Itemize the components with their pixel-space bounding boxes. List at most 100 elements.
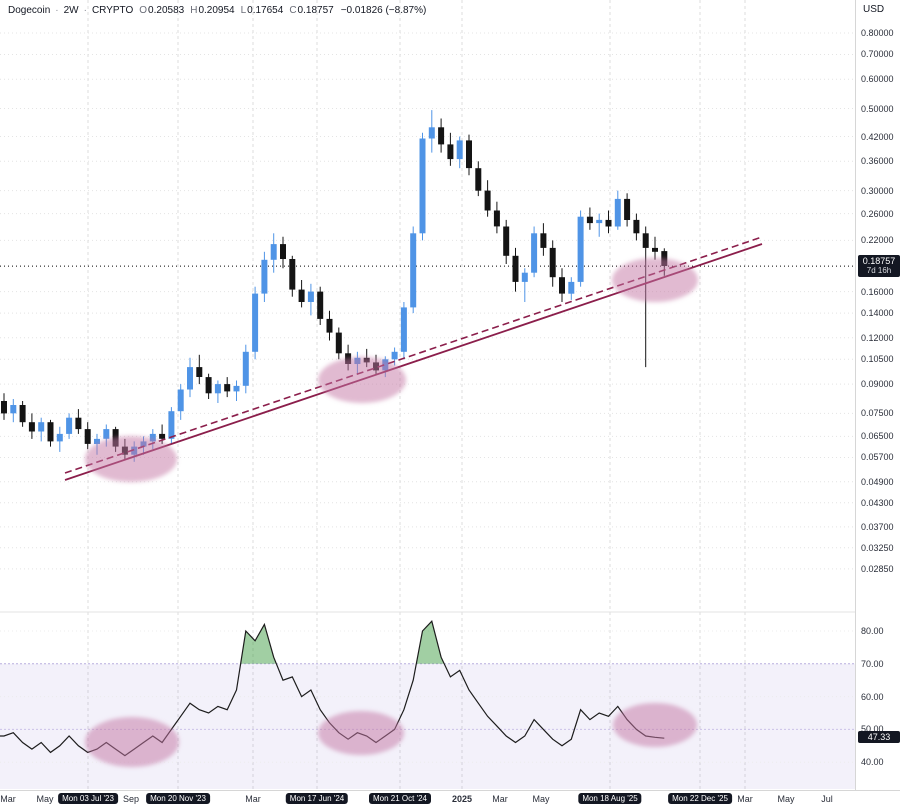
candle-down: [84, 429, 91, 444]
time-axis-label: Mar: [492, 794, 508, 804]
price-axis-label: 0.06500: [861, 431, 894, 442]
candle-down: [559, 277, 565, 294]
highlight-ellipse[interactable]: [613, 703, 697, 747]
candle-down: [512, 255, 519, 282]
candle-up: [577, 216, 584, 282]
candle-down: [280, 244, 286, 259]
time-axis-label: May: [777, 794, 795, 804]
rsi-axis-label: 70.00: [861, 658, 884, 669]
price-axis-label: 0.04900: [861, 476, 894, 487]
candle-down: [75, 417, 82, 430]
candle-up: [307, 291, 314, 302]
candle-up: [66, 417, 73, 434]
time-axis-label: Sep: [122, 794, 140, 804]
candle-down: [28, 422, 35, 432]
candle-down: [438, 127, 445, 145]
candle-up: [568, 281, 575, 294]
candle-up: [428, 127, 435, 139]
time-axis-label: 2025: [451, 794, 473, 804]
symbol-name[interactable]: Dogecoin: [8, 5, 51, 16]
candle-up: [38, 422, 45, 432]
ohlc-value: 0.20583: [148, 5, 185, 16]
candle-down: [335, 332, 342, 354]
price-axis-label: 0.26000: [861, 208, 894, 219]
ohlc-values: O0.20583 H0.20954 L0.17654 C0.18757: [133, 5, 333, 16]
interval-label[interactable]: 2W: [63, 5, 79, 16]
ohlc-value: 0.17654: [247, 5, 284, 16]
time-axis-label: Mar: [0, 794, 16, 804]
price-axis[interactable]: 0.80000 0.70000 0.60000 0.50000 0.42000 0.360…: [855, 0, 900, 790]
price-axis-label: 0.60000: [861, 74, 894, 85]
separator-dot: ·: [55, 5, 59, 16]
highlight-ellipse[interactable]: [85, 717, 179, 767]
separator-dot: ·: [83, 5, 87, 16]
rsi-overbought-fill: [416, 621, 445, 664]
time-axis-date-badge: Mon 20 Nov '23: [146, 793, 210, 804]
candle-up: [242, 351, 249, 386]
candle-down: [298, 289, 305, 302]
current-price-badge: 0.18757 7d 16h: [858, 255, 900, 278]
candle-up: [10, 405, 17, 414]
candle-down: [447, 144, 454, 160]
time-axis-label: Mar: [737, 794, 753, 804]
candle-down: [475, 168, 482, 191]
candle-down: [19, 405, 26, 423]
candle-down: [493, 210, 500, 227]
time-axis-label: Mar: [245, 794, 261, 804]
time-axis-label: Jul: [821, 794, 833, 804]
highlight-ellipse[interactable]: [612, 258, 698, 302]
candle-down: [47, 422, 54, 442]
candle-down: [503, 226, 510, 256]
trendline-dashed[interactable]: [64, 236, 763, 474]
symbol-header[interactable]: Dogecoin · 2W · CRYPTO O0.20583 H0.20954 L…: [8, 5, 426, 16]
currency-label[interactable]: USD: [863, 4, 885, 15]
candle-down: [1, 401, 7, 414]
ohlc-value: 0.20954: [198, 5, 235, 16]
candle-down: [205, 377, 212, 394]
price-axis-label: 0.03700: [861, 521, 894, 532]
highlight-ellipse[interactable]: [318, 711, 404, 755]
candle-down: [652, 247, 658, 252]
rsi-axis-label: 80.00: [861, 626, 884, 636]
price-axis-label: 0.80000: [861, 28, 894, 38]
candle-down: [624, 198, 631, 220]
ohlc-key: C: [289, 5, 297, 16]
price-axis-label: 0.36000: [861, 156, 894, 167]
candle-up: [149, 433, 156, 442]
rsi-value-badge: 47.33: [858, 731, 900, 744]
price-axis-label: 0.04300: [861, 497, 894, 508]
rsi-axis-label: 50.00: [861, 724, 884, 735]
candle-up: [410, 233, 417, 308]
candle-up: [400, 307, 407, 352]
time-axis[interactable]: Mar May Mon 03 Jul '23 Sep Mon 20 Nov '23 Mar…: [0, 790, 900, 806]
change-value: −0.01826 (−8.87%): [340, 5, 427, 16]
candle-down: [540, 233, 547, 248]
candle-down: [289, 259, 296, 290]
candle-up: [56, 433, 63, 442]
exchange-label: CRYPTO: [91, 5, 134, 16]
ohlc-key: H: [190, 5, 198, 16]
candle-up: [270, 244, 277, 260]
time-axis-date-badge: Mon 21 Oct '24: [369, 793, 431, 804]
rsi-overbought-fill: [240, 624, 277, 664]
candle-down: [484, 190, 491, 211]
highlight-ellipse[interactable]: [85, 436, 177, 482]
price-axis-label: 0.22000: [861, 235, 894, 246]
price-axis-label: 0.03250: [861, 542, 894, 553]
price-axis-label: 0.50000: [861, 103, 894, 114]
price-axis-label: 0.16000: [861, 286, 894, 297]
price-axis-label: 0.02850: [861, 563, 894, 574]
ohlc-value: 0.18757: [297, 5, 334, 16]
candle-up: [521, 272, 528, 282]
candle-down: [586, 216, 593, 224]
candle-up: [261, 259, 268, 294]
highlight-ellipse[interactable]: [318, 357, 406, 403]
candle-down: [642, 233, 649, 248]
price-axis-label: 0.12000: [861, 332, 894, 343]
candle-up: [531, 233, 538, 273]
candle-up: [419, 138, 426, 234]
price-axis-label: 0.10500: [861, 354, 894, 365]
time-axis-date-badge: Mon 18 Aug '25: [578, 793, 642, 804]
